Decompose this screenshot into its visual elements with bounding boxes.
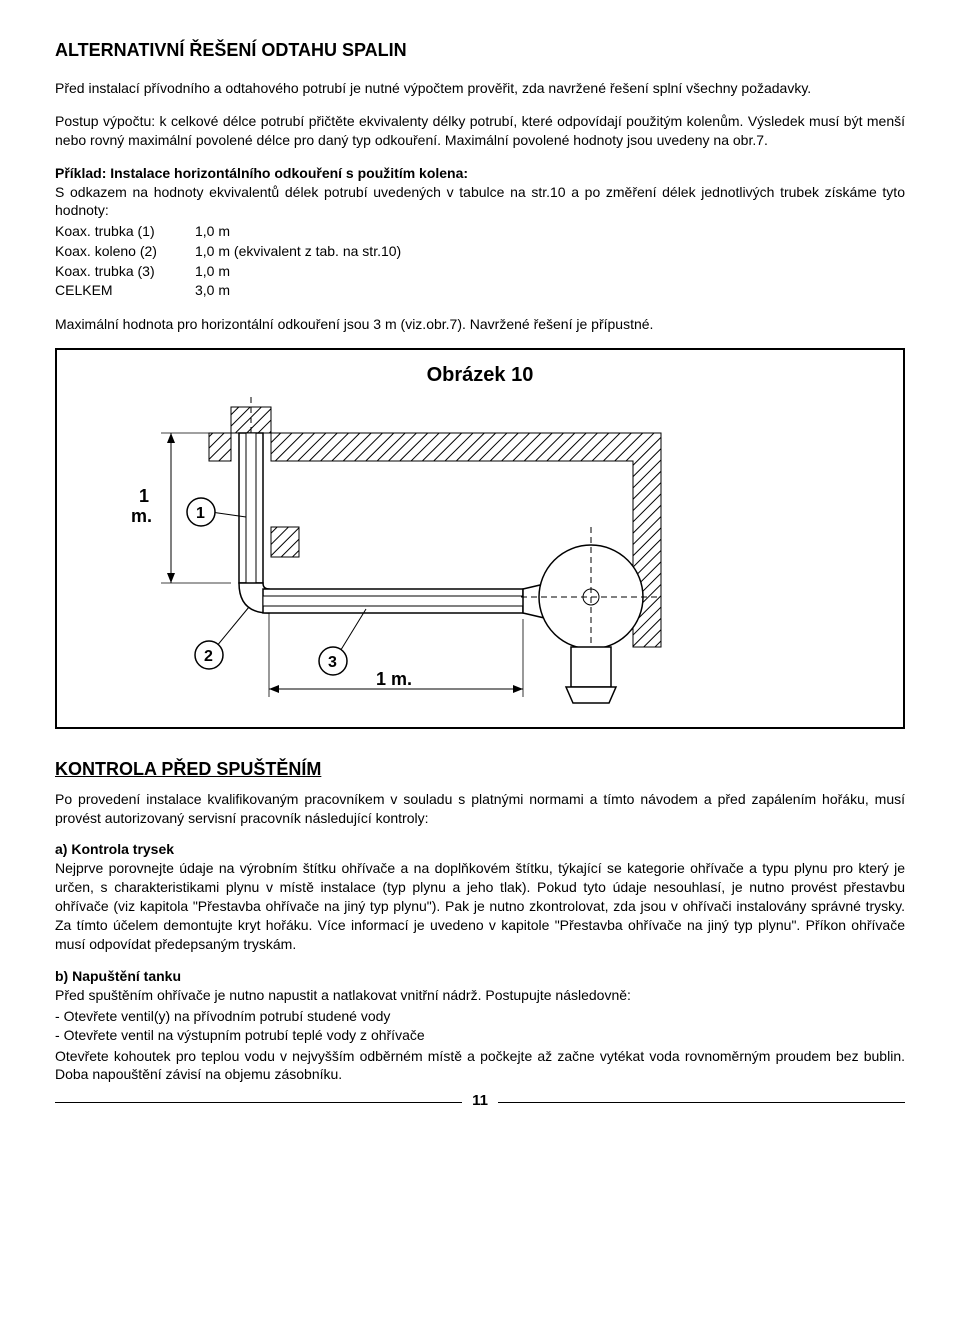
list-item: Otevřete ventil(y) na přívodním potrubí … [55, 1007, 905, 1026]
callout-2: 2 [204, 648, 213, 665]
example-block: Příklad: Instalace horizontálního odkouř… [55, 164, 905, 221]
callout-1: 1 [196, 505, 205, 522]
figure-10: Obrázek 10 [55, 348, 905, 729]
paragraph-intro-2: Postup výpočtu: k celkové délce potrubí … [55, 112, 905, 150]
sub-a-heading: a) Kontrola trysek [55, 841, 905, 857]
page-footer: 11 [55, 1102, 905, 1121]
paragraph-intro-1: Před instalací přívodního a odtahového p… [55, 79, 905, 98]
figure-svg-wrap: 1 m. 1 2 3 [71, 397, 889, 707]
closing-paragraph: Maximální hodnota pro horizontální odkou… [55, 315, 905, 334]
calc-row: Koax. koleno (2) 1,0 m (ekvivalent z tab… [55, 242, 905, 262]
dim-2-label: 1 m. [376, 669, 412, 689]
page-number: 11 [462, 1092, 498, 1109]
example-heading: Příklad: Instalace horizontálního odkouř… [55, 165, 468, 181]
example-intro: S odkazem na hodnoty ekvivalentů délek p… [55, 184, 905, 219]
sub-a-body: Nejprve porovnejte údaje na výrobním ští… [55, 859, 905, 953]
page: ALTERNATIVNÍ ŘEŠENÍ ODTAHU SPALIN Před i… [0, 0, 960, 1141]
calc-table: Koax. trubka (1) 1,0 m Koax. koleno (2) … [55, 222, 905, 300]
calc-row: Koax. trubka (1) 1,0 m [55, 222, 905, 242]
figure-diagram-icon: 1 m. 1 2 3 [101, 397, 741, 707]
sub-b-heading: b) Napuštění tanku [55, 968, 905, 984]
callout-3: 3 [328, 654, 337, 671]
section-2-title: KONTROLA PŘED SPUŠTĚNÍM [55, 759, 905, 780]
figure-title: Obrázek 10 [71, 364, 889, 387]
section-2-intro: Po provedení instalace kvalifikovaným pr… [55, 790, 905, 828]
calc-row: CELKEM 3,0 m [55, 281, 905, 301]
sub-b-tail: Otevřete kohoutek pro teplou vodu v nejv… [55, 1047, 905, 1085]
main-title: ALTERNATIVNÍ ŘEŠENÍ ODTAHU SPALIN [55, 40, 905, 61]
list-item: Otevřete ventil na výstupním potrubí tep… [55, 1026, 905, 1045]
calc-row: Koax. trubka (3) 1,0 m [55, 262, 905, 282]
sub-b-intro: Před spuštěním ohřívače je nutno napusti… [55, 986, 905, 1005]
sub-b-list: Otevřete ventil(y) na přívodním potrubí … [55, 1007, 905, 1045]
dim-1-label: 1 m. [131, 486, 154, 526]
